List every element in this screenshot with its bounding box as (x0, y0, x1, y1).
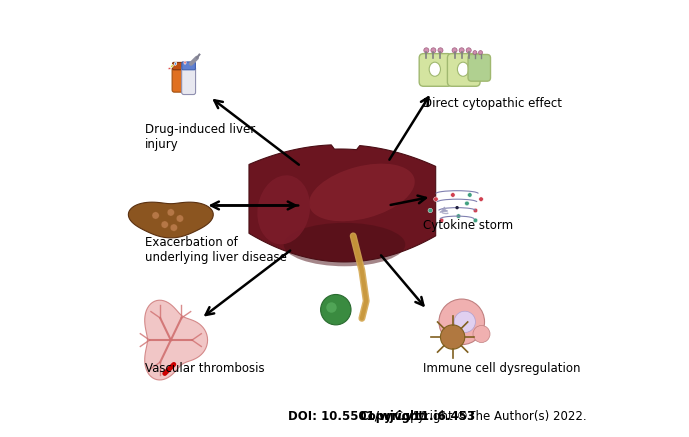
Polygon shape (128, 202, 213, 238)
FancyBboxPatch shape (182, 62, 196, 70)
Circle shape (176, 215, 183, 222)
Circle shape (170, 224, 178, 231)
Ellipse shape (309, 163, 415, 221)
Circle shape (428, 208, 433, 213)
Ellipse shape (174, 62, 176, 65)
Ellipse shape (171, 65, 173, 68)
Circle shape (459, 48, 464, 53)
Text: Drug-induced liver
injury: Drug-induced liver injury (145, 123, 255, 151)
Circle shape (452, 48, 457, 53)
Circle shape (161, 221, 168, 228)
Ellipse shape (284, 223, 405, 266)
FancyBboxPatch shape (468, 55, 491, 81)
Ellipse shape (258, 175, 310, 244)
Circle shape (473, 218, 477, 222)
FancyBboxPatch shape (172, 62, 185, 70)
Ellipse shape (457, 62, 469, 76)
FancyBboxPatch shape (419, 54, 452, 86)
Circle shape (473, 208, 477, 213)
Circle shape (473, 326, 490, 343)
Text: Vascular thrombosis: Vascular thrombosis (145, 362, 265, 375)
Text: Exacerbation of
underlying liver disease: Exacerbation of underlying liver disease (145, 236, 287, 264)
Circle shape (433, 197, 438, 201)
FancyBboxPatch shape (182, 66, 196, 94)
Circle shape (479, 51, 482, 55)
Circle shape (468, 193, 472, 197)
Ellipse shape (184, 61, 186, 64)
FancyBboxPatch shape (447, 54, 480, 86)
Circle shape (439, 299, 484, 345)
Circle shape (424, 48, 429, 53)
Text: Cytokine storm: Cytokine storm (422, 218, 513, 232)
Circle shape (464, 201, 469, 206)
Circle shape (451, 193, 455, 197)
Circle shape (456, 214, 461, 218)
Polygon shape (249, 145, 435, 262)
Polygon shape (145, 300, 207, 380)
Ellipse shape (429, 62, 440, 76)
Text: DOI: 10.5501/wjv.v11.i6.453: DOI: 10.5501/wjv.v11.i6.453 (288, 409, 484, 423)
Circle shape (320, 295, 351, 325)
FancyBboxPatch shape (172, 66, 185, 92)
Circle shape (473, 51, 477, 55)
Circle shape (455, 206, 459, 209)
Text: Direct cytopathic effect: Direct cytopathic effect (422, 97, 562, 110)
Circle shape (440, 325, 465, 349)
Circle shape (327, 302, 337, 313)
Circle shape (466, 48, 471, 53)
Circle shape (479, 197, 483, 201)
Text: Immune cell dysregulation: Immune cell dysregulation (422, 362, 580, 375)
Circle shape (438, 48, 443, 53)
Ellipse shape (168, 67, 171, 70)
Circle shape (454, 311, 475, 333)
Text: Copyright ©The Author(s) 2022.: Copyright ©The Author(s) 2022. (391, 409, 587, 423)
Text: Copyright: Copyright (360, 409, 424, 423)
Circle shape (152, 212, 159, 219)
Circle shape (431, 48, 436, 53)
Circle shape (440, 218, 444, 222)
Circle shape (167, 209, 174, 216)
